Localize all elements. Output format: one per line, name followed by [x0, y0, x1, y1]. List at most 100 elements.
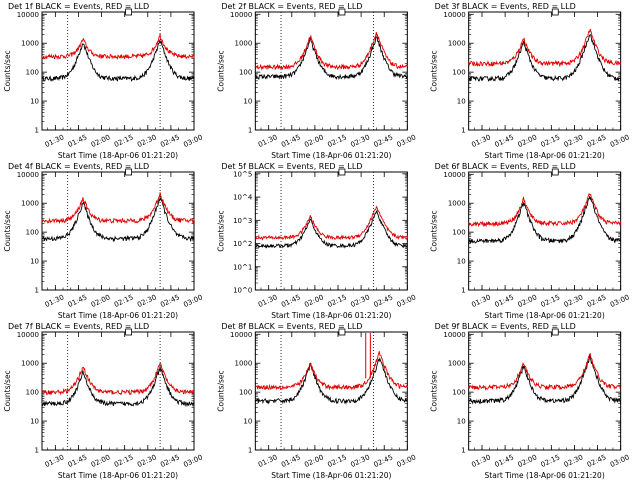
- x-axis-label: Start Time (18-Apr-06 01:21:20): [485, 151, 605, 160]
- y-tick-label: 10: [30, 418, 39, 426]
- x-tick-label: 02:00: [517, 293, 539, 309]
- x-tick-label: 02:00: [90, 133, 112, 149]
- x-tick-label: 01:30: [257, 453, 279, 469]
- plot-frame: [254, 331, 408, 451]
- chart-panel-8: Det 8f BLACK = Events, RED = LLD 1 10 100 10…: [216, 322, 417, 480]
- x-tick-label: 02:45: [586, 133, 608, 149]
- y-tick-label: 1: [35, 447, 39, 455]
- y-tick-label: 1: [248, 127, 252, 135]
- series-lld-line: [468, 28, 622, 68]
- y-tick-label: 10000: [17, 331, 39, 339]
- chart-panel-2: Det 2f BLACK = Events, RED = LLD 1 10 100 10…: [216, 2, 417, 160]
- x-tick-label: 03:00: [609, 453, 631, 469]
- x-tick-label: 03:00: [609, 133, 631, 149]
- x-tick-label: 01:30: [470, 453, 492, 469]
- series-lld-line: [468, 352, 621, 391]
- y-tick-label: 10000: [443, 11, 465, 19]
- y-tick-label: 100: [26, 69, 39, 77]
- x-tick-label: 02:15: [326, 293, 348, 309]
- x-tick-label: 02:30: [563, 133, 585, 149]
- chart-title: Det 6f BLACK = Events, RED = LLD: [435, 162, 576, 171]
- y-tick-label: 1000: [448, 200, 466, 208]
- x-tick-label: 01:45: [280, 453, 302, 469]
- top-marker-box: [125, 168, 132, 176]
- chart-panel-3: Det 3f BLACK = Events, RED = LLD 1 10 100 10…: [430, 2, 631, 160]
- series-events-line: [41, 366, 195, 408]
- series-events-line: [468, 354, 622, 405]
- x-tick-label: 02:00: [90, 293, 112, 309]
- y-tick-label: 100: [452, 389, 465, 397]
- top-marker-box: [551, 168, 559, 176]
- series-events-line: [254, 357, 408, 405]
- x-tick-label: 03:00: [396, 293, 418, 309]
- y-tick-label: 10000: [230, 11, 252, 19]
- x-tick-label: 01:45: [67, 133, 89, 149]
- y-tick-label: 10: [457, 418, 466, 426]
- series-events-line: [255, 209, 408, 250]
- x-tick-label: 02:30: [136, 133, 158, 149]
- series-lld-line: [468, 192, 622, 228]
- chart-title: Det 2f BLACK = Events, RED = LLD: [221, 2, 362, 11]
- x-tick-label: 02:15: [113, 293, 135, 309]
- y-tick-label: 1: [461, 447, 465, 455]
- chart-panel-4: Det 4f BLACK = Events, RED = LLD 1 10 100 10…: [3, 162, 204, 320]
- series-events-line: [468, 195, 622, 244]
- x-tick-label: 02:30: [349, 293, 371, 309]
- x-tick-label: 02:45: [159, 133, 181, 149]
- series-lld-line: [254, 351, 408, 391]
- y-tick-label: 1: [248, 447, 252, 455]
- x-axis-label: Start Time (18-Apr-06 01:21:20): [271, 471, 391, 480]
- top-marker-box: [338, 168, 346, 176]
- y-tick-label: 1000: [235, 40, 253, 48]
- y-tick-label: 1000: [21, 360, 39, 368]
- y-tick-label: 1: [461, 287, 465, 295]
- x-tick-label: 02:15: [326, 453, 348, 469]
- series-lld-line: [41, 33, 195, 60]
- y-axis-label: Counts/sec: [430, 370, 439, 411]
- chart-title: Det 7f BLACK = Events, RED = LLD: [8, 322, 149, 331]
- y-tick-label: 1000: [21, 40, 39, 48]
- y-tick-label: 10: [457, 98, 466, 106]
- chart-title: Det 1f BLACK = Events, RED = LLD: [8, 2, 149, 11]
- x-tick-label: 01:30: [257, 133, 279, 149]
- x-tick-label: 03:00: [182, 133, 204, 149]
- series-lld-line: [254, 32, 408, 71]
- x-tick-label: 02:00: [517, 133, 539, 149]
- y-tick-label: 1000: [235, 360, 253, 368]
- x-tick-label: 01:45: [280, 133, 302, 149]
- chart-panel-1: Det 1f BLACK = Events, RED = LLD 1 10 100 10…: [3, 2, 204, 160]
- x-tick-label: 02:00: [517, 453, 539, 469]
- x-tick-label: 02:30: [349, 133, 371, 149]
- x-tick-label: 02:30: [136, 293, 158, 309]
- chart-title: Det 8f BLACK = Events, RED = LLD: [221, 322, 362, 331]
- top-marker-box: [551, 8, 559, 16]
- y-tick-label: 10^0: [233, 287, 252, 295]
- x-axis-label: Start Time (18-Apr-06 01:21:20): [271, 151, 391, 160]
- x-tick-label: 01:45: [280, 293, 302, 309]
- y-tick-label: 100: [452, 69, 465, 77]
- y-axis-label: Counts/sec: [216, 50, 225, 91]
- plot-frame: [41, 11, 195, 131]
- x-tick-label: 02:45: [373, 453, 395, 469]
- x-tick-label: 02:45: [373, 133, 395, 149]
- chart-title: Det 9f BLACK = Events, RED = LLD: [435, 322, 576, 331]
- y-tick-label: 10: [457, 258, 466, 266]
- top-marker-box: [338, 328, 346, 336]
- chart-panel-9: Det 9f BLACK = Events, RED = LLD 1 10 100 10…: [430, 322, 631, 480]
- y-tick-label: 1000: [21, 200, 39, 208]
- series-events-line: [254, 36, 408, 81]
- top-marker-box: [338, 8, 346, 16]
- y-tick-label: 100: [452, 229, 465, 237]
- x-tick-label: 02:45: [586, 453, 608, 469]
- series-events-line: [41, 40, 195, 82]
- x-tick-label: 02:30: [349, 453, 371, 469]
- chart-panel-7: Det 7f BLACK = Events, RED = LLD 1 10 100 10…: [3, 322, 204, 480]
- x-tick-label: 02:15: [113, 453, 135, 469]
- y-tick-label: 10000: [17, 11, 39, 19]
- y-tick-label: 10000: [17, 171, 39, 179]
- x-tick-label: 01:45: [67, 293, 89, 309]
- y-tick-label: 1000: [448, 360, 466, 368]
- x-tick-label: 02:15: [540, 453, 562, 469]
- x-axis-label: Start Time (18-Apr-06 01:21:20): [58, 471, 178, 480]
- y-tick-label: 1000: [448, 40, 466, 48]
